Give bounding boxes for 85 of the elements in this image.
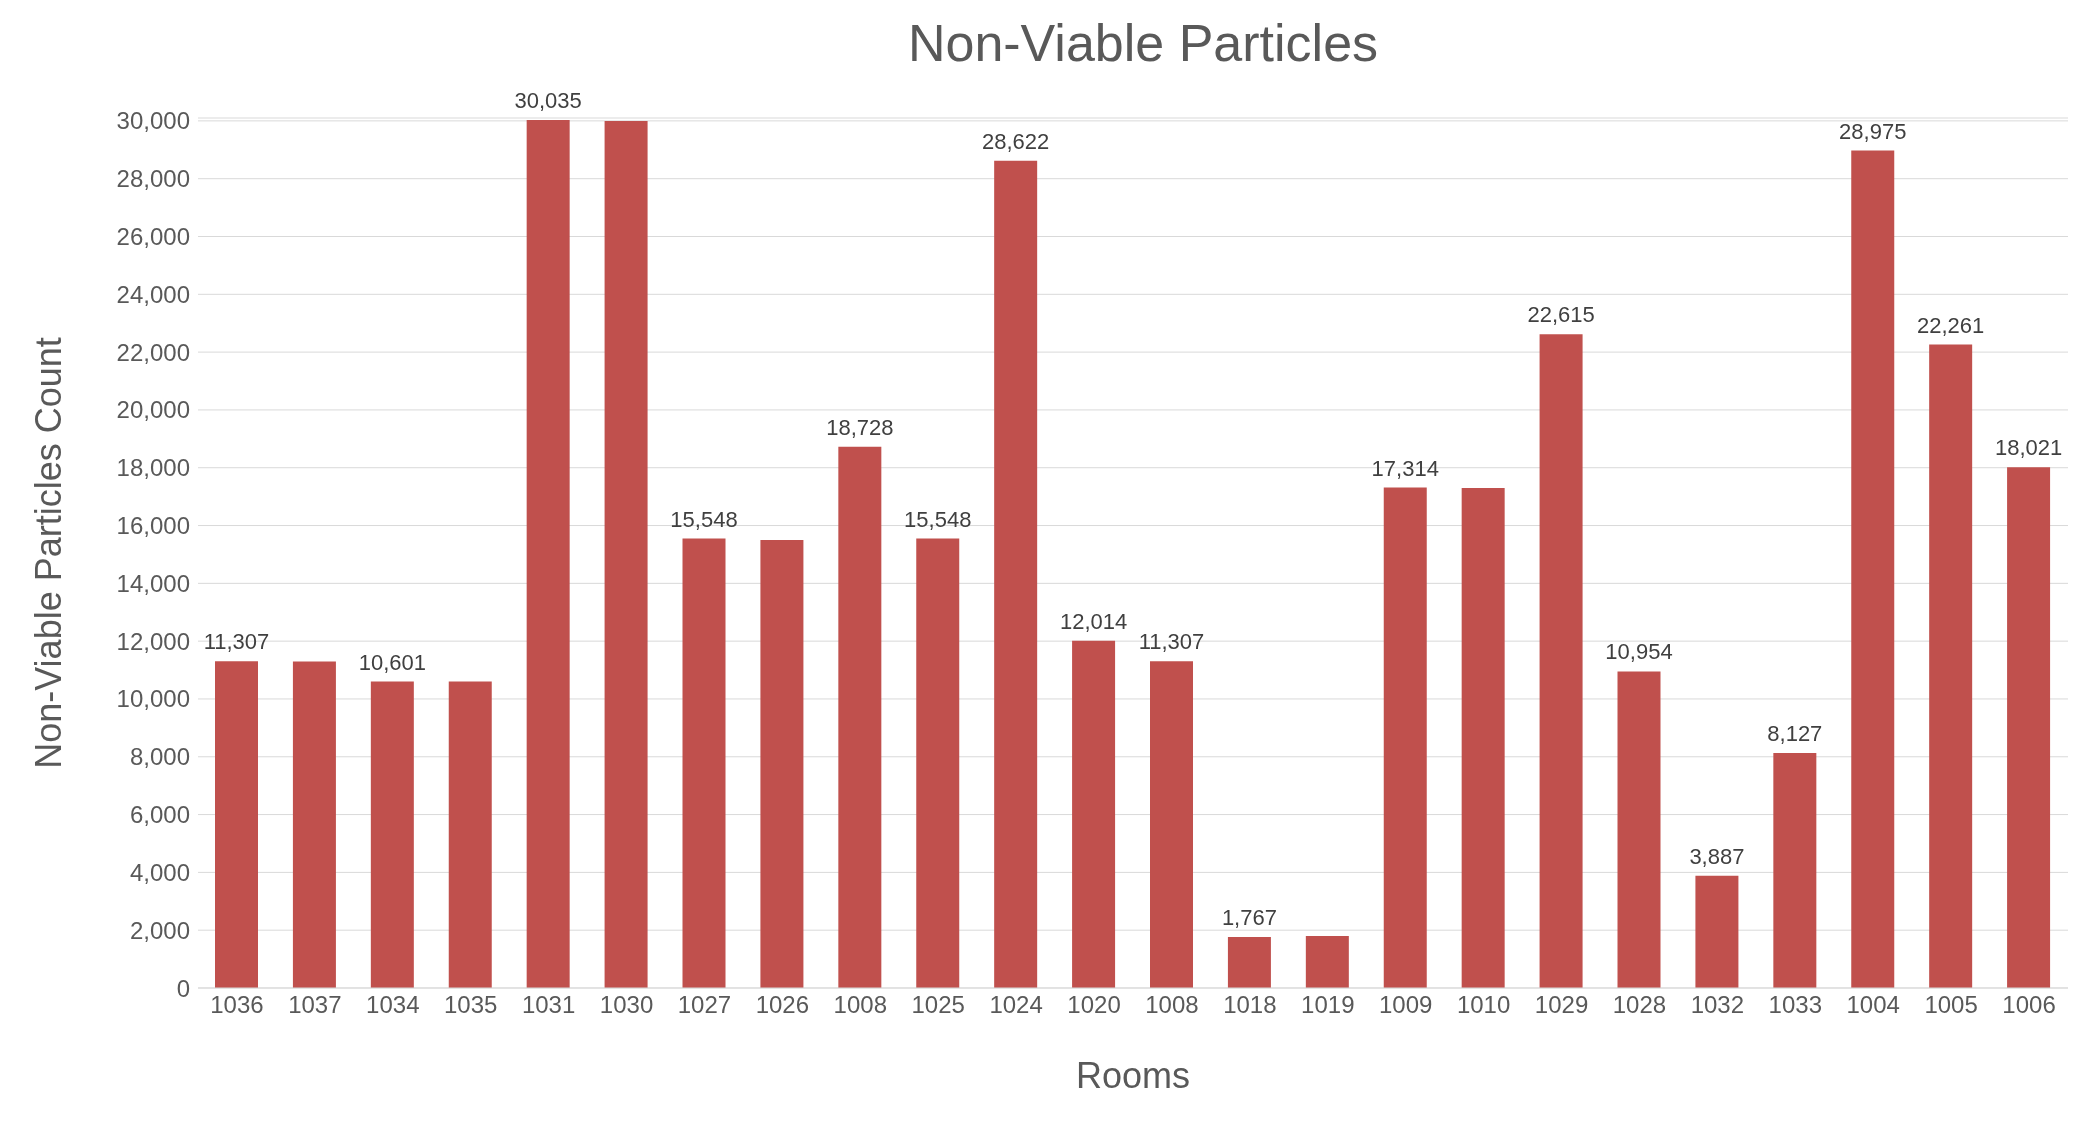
bar	[1539, 334, 1583, 988]
x-tick-label: 1035	[444, 991, 498, 1019]
y-tick-label: 30,000	[116, 107, 190, 135]
x-tick-label: 1020	[1067, 991, 1121, 1019]
bar	[1072, 640, 1116, 988]
bar	[1383, 487, 1427, 988]
x-tick-label: 1005	[1924, 991, 1978, 1019]
data-label: 28,975	[1839, 118, 1907, 144]
bar	[526, 119, 570, 988]
data-label: 15,548	[904, 506, 972, 532]
x-tick-label: 1034	[366, 991, 420, 1019]
bar	[916, 538, 960, 988]
data-label: 30,035	[514, 87, 582, 113]
bar	[370, 681, 414, 988]
bar	[994, 160, 1038, 988]
data-label: 12,014	[1059, 608, 1128, 634]
x-tick-label: 1004	[1846, 991, 1900, 1019]
x-axis-title: Rooms	[1075, 1055, 1191, 1096]
bar	[604, 120, 648, 988]
y-tick-label: 28,000	[116, 165, 190, 193]
x-tick-label: 1009	[1379, 991, 1433, 1019]
data-label: 1,767	[1221, 904, 1277, 930]
x-tick-label: 1032	[1690, 991, 1745, 1019]
y-tick-label: 26,000	[116, 223, 190, 251]
bar	[292, 661, 336, 988]
y-tick-label: 0	[176, 974, 190, 1002]
y-tick-label: 20,000	[116, 396, 190, 424]
chart-title: Non-Viable Particles	[906, 13, 1380, 74]
y-tick-label: 10,000	[116, 685, 190, 713]
bar	[448, 681, 492, 988]
bar	[1461, 487, 1505, 988]
bar	[1150, 661, 1193, 988]
y-tick-label: 8,000	[129, 743, 190, 771]
data-label: 11,307	[203, 629, 270, 655]
y-tick-label: 16,000	[116, 512, 190, 540]
x-tick-label: 1028	[1612, 991, 1667, 1019]
x-tick-label: 1008	[1145, 991, 1199, 1019]
x-tick-label: 1019	[1301, 991, 1355, 1019]
bar	[1851, 150, 1895, 988]
data-label: 8,127	[1767, 721, 1823, 747]
bar	[2007, 467, 2051, 988]
data-label: 22,615	[1527, 302, 1595, 328]
x-tick-label: 1026	[755, 991, 810, 1019]
y-tick-label: 18,000	[116, 454, 190, 482]
y-tick-label: 4,000	[129, 858, 190, 886]
bar	[838, 446, 882, 988]
bar	[682, 538, 726, 988]
x-tick-label: 1018	[1223, 991, 1277, 1019]
data-label: 3,887	[1689, 843, 1745, 869]
y-tick-label: 2,000	[129, 916, 190, 944]
x-tick-label: 1008	[833, 991, 887, 1019]
x-tick-label: 1037	[288, 991, 342, 1019]
bar	[215, 661, 258, 988]
x-tick-label: 1030	[599, 991, 654, 1019]
bar	[1227, 936, 1271, 988]
data-label: 10,954	[1605, 639, 1673, 665]
data-label: 11,307	[1138, 629, 1205, 655]
data-label: 18,021	[1994, 435, 2063, 461]
x-tick-label: 1010	[1456, 991, 1511, 1019]
bar	[1695, 875, 1739, 988]
y-tick-label: 12,000	[116, 627, 190, 655]
x-tick-label: 1033	[1768, 991, 1822, 1019]
x-tick-label: 1031	[521, 991, 576, 1019]
x-tick-label: 1036	[210, 991, 264, 1019]
bar	[1773, 753, 1817, 988]
bar	[760, 539, 804, 988]
x-tick-label: 1029	[1534, 991, 1589, 1019]
data-label: 10,601	[358, 649, 426, 675]
y-tick-label: 6,000	[129, 801, 190, 829]
x-tick-label: 1006	[2002, 991, 2056, 1019]
y-tick-label: 24,000	[116, 280, 190, 308]
data-label: 28,622	[982, 128, 1050, 154]
x-tick-label: 1025	[911, 991, 965, 1019]
bar	[1305, 935, 1349, 988]
x-tick-label: 1024	[989, 991, 1043, 1019]
data-label: 17,314	[1371, 455, 1439, 481]
data-label: 15,548	[670, 506, 738, 532]
data-label: 18,728	[826, 414, 894, 440]
y-tick-label: 22,000	[116, 338, 190, 366]
data-label: 22,261	[1917, 312, 1985, 338]
bar	[1617, 671, 1661, 988]
bar	[1929, 344, 1973, 988]
y-axis-title: Non-Viable Particles Count	[27, 337, 69, 769]
x-tick-label: 1027	[677, 991, 732, 1019]
y-tick-label: 14,000	[116, 569, 190, 597]
